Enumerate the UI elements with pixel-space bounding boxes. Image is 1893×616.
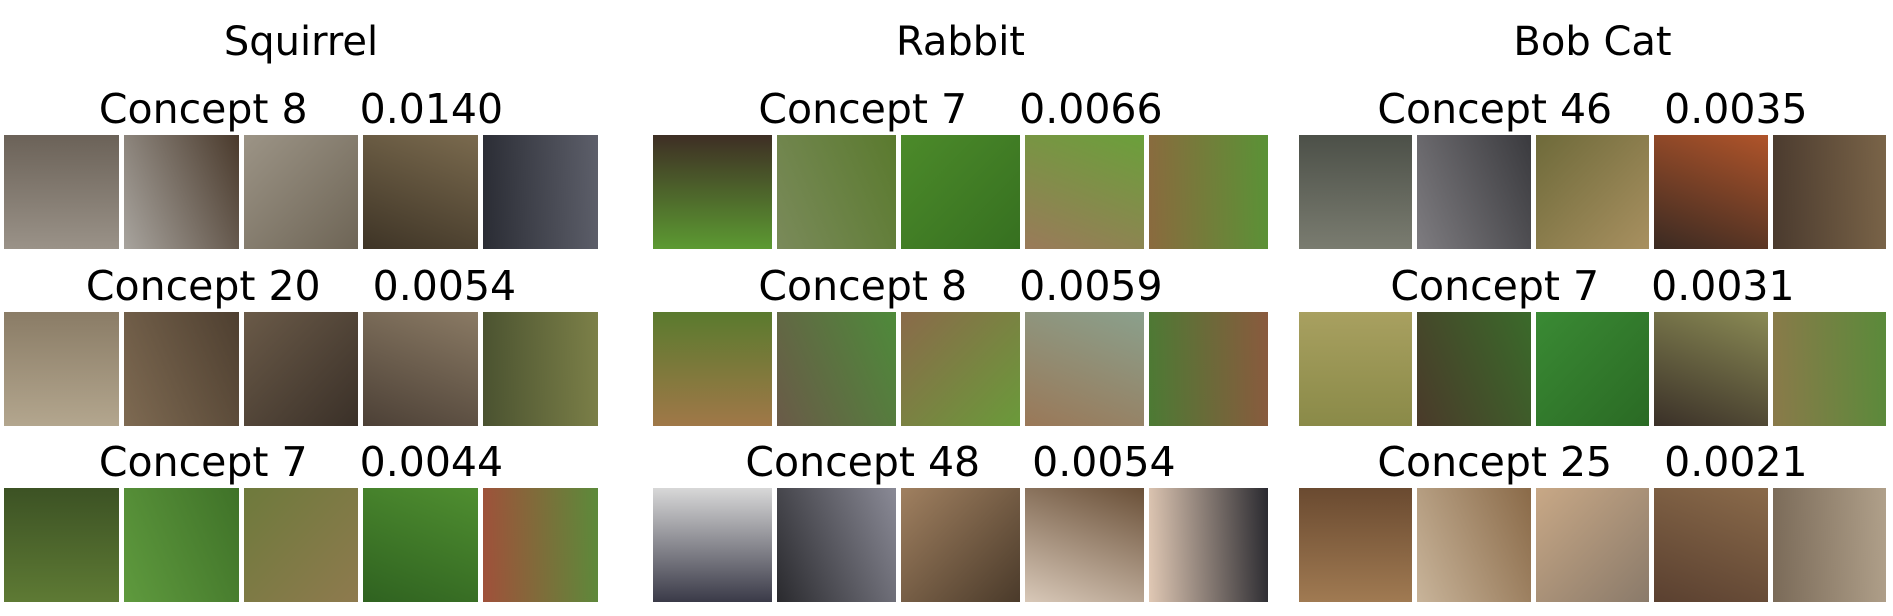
image-row xyxy=(1299,312,1887,426)
image-tile xyxy=(363,488,479,602)
image-tile xyxy=(1654,488,1768,602)
image-tile xyxy=(243,312,359,426)
column-title: Squirrel xyxy=(223,19,379,65)
column: Bob Cat Concept 46 0.0035 Concept 7 0.0031 Co… xyxy=(1299,0,1887,616)
image-tile xyxy=(483,488,598,602)
image-tile xyxy=(777,488,896,602)
column-title: Bob Cat xyxy=(1513,19,1672,65)
image-tile xyxy=(4,135,119,249)
concept-label: Concept 25 xyxy=(1377,438,1613,486)
image-tile xyxy=(1025,488,1144,602)
column: Squirrel Concept 8 0.0140 Concept 20 0.0054 C… xyxy=(4,0,598,616)
concept-score: 0.0021 xyxy=(1664,438,1808,486)
concept-header: Concept 7 0.0031 xyxy=(1299,263,1886,309)
image-tile xyxy=(901,488,1020,602)
concept-score: 0.0066 xyxy=(1019,85,1163,133)
image-tile xyxy=(1149,312,1268,426)
concept-score: 0.0031 xyxy=(1651,262,1795,310)
concept-label: Concept 8 xyxy=(98,85,308,133)
concept-label: Concept 48 xyxy=(745,438,981,486)
concept-header: Concept 20 0.0054 xyxy=(4,263,598,309)
image-tile xyxy=(1654,135,1768,249)
image-tile xyxy=(901,135,1020,249)
image-tile xyxy=(123,135,239,249)
image-row xyxy=(1299,488,1887,602)
image-tile xyxy=(1772,312,1887,426)
column: Rabbit Concept 7 0.0066 Concept 8 0.0059 Conc… xyxy=(653,0,1268,616)
image-row xyxy=(4,312,598,426)
image-tile xyxy=(653,135,772,249)
image-tile xyxy=(777,135,896,249)
concept-label: Concept 7 xyxy=(98,438,308,486)
concept-label: Concept 7 xyxy=(758,85,968,133)
image-tile xyxy=(1772,488,1887,602)
concept-label: Concept 46 xyxy=(1377,85,1613,133)
image-row xyxy=(1299,135,1887,249)
image-tile xyxy=(1535,488,1650,602)
concept-header: Concept 7 0.0066 xyxy=(653,86,1268,132)
image-tile xyxy=(1299,135,1413,249)
image-tile xyxy=(363,312,479,426)
concept-score: 0.0140 xyxy=(359,85,504,133)
image-tile xyxy=(363,135,479,249)
concept-score: 0.0035 xyxy=(1664,85,1808,133)
concept-score: 0.0054 xyxy=(1032,438,1176,486)
image-tile xyxy=(1654,312,1768,426)
concept-header: Concept 8 0.0059 xyxy=(653,263,1268,309)
concept-label: Concept 7 xyxy=(1390,262,1600,310)
image-row xyxy=(4,488,598,602)
image-tile xyxy=(1025,312,1144,426)
image-tile xyxy=(1299,488,1413,602)
image-tile xyxy=(1417,488,1531,602)
concept-header: Concept 8 0.0140 xyxy=(4,86,598,132)
image-tile xyxy=(1299,312,1413,426)
image-row xyxy=(653,312,1268,426)
image-tile xyxy=(123,312,239,426)
column-title: Rabbit xyxy=(895,19,1025,65)
concept-header: Concept 48 0.0054 xyxy=(653,439,1268,485)
image-row xyxy=(4,135,598,249)
image-tile xyxy=(4,488,119,602)
image-tile xyxy=(1417,135,1531,249)
image-tile xyxy=(483,135,598,249)
concept-header: Concept 46 0.0035 xyxy=(1299,86,1886,132)
concept-header: Concept 7 0.0044 xyxy=(4,439,598,485)
image-tile xyxy=(1149,488,1268,602)
image-tile xyxy=(653,312,772,426)
concept-header: Concept 25 0.0021 xyxy=(1299,439,1886,485)
concept-score: 0.0044 xyxy=(359,438,504,486)
image-tile xyxy=(653,488,772,602)
concept-label: Concept 8 xyxy=(758,262,968,310)
concept-score: 0.0054 xyxy=(372,262,517,310)
image-tile xyxy=(4,312,119,426)
image-tile xyxy=(1535,312,1650,426)
image-row xyxy=(653,135,1268,249)
concept-label: Concept 20 xyxy=(85,262,321,310)
image-tile xyxy=(1149,135,1268,249)
image-tile xyxy=(243,488,359,602)
image-tile xyxy=(243,135,359,249)
image-tile xyxy=(1417,312,1531,426)
image-tile xyxy=(123,488,239,602)
image-tile xyxy=(901,312,1020,426)
image-tile xyxy=(483,312,598,426)
image-tile xyxy=(1535,135,1650,249)
image-tile xyxy=(1772,135,1887,249)
image-tile xyxy=(1025,135,1144,249)
image-tile xyxy=(777,312,896,426)
concept-score: 0.0059 xyxy=(1019,262,1163,310)
image-row xyxy=(653,488,1268,602)
